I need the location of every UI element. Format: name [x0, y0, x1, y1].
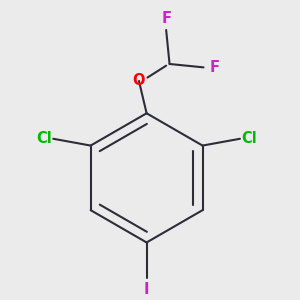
- Text: Cl: Cl: [242, 131, 257, 146]
- Text: F: F: [210, 60, 220, 75]
- Text: F: F: [161, 11, 171, 26]
- Text: Cl: Cl: [36, 131, 52, 146]
- Text: I: I: [144, 282, 149, 297]
- Text: O: O: [133, 74, 145, 88]
